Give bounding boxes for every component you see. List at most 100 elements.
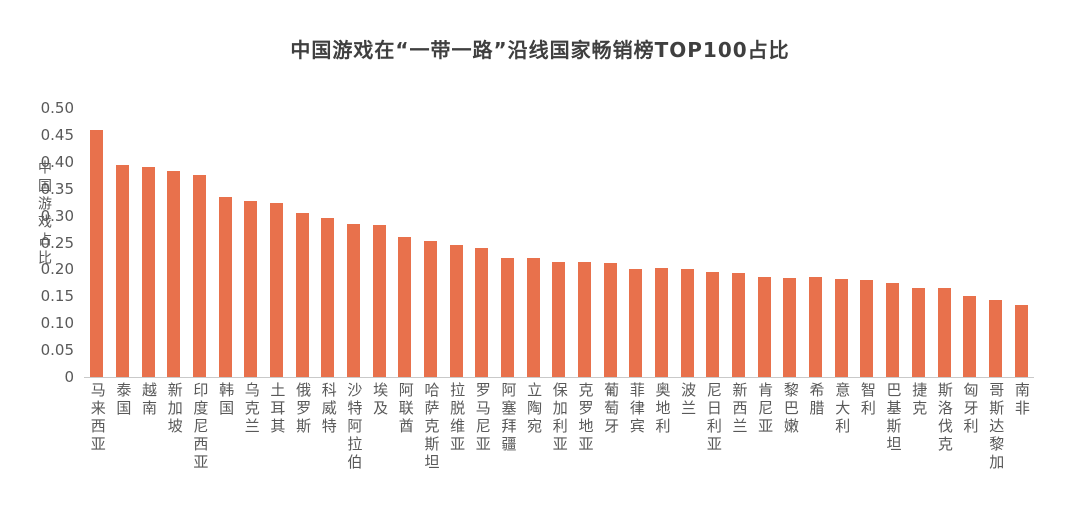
x-label-slot: 泰国 [110,382,136,418]
x-axis-label: 立陶宛 [525,382,544,436]
bar-slot [161,108,187,377]
bar-slot [315,108,341,377]
bar [167,171,181,377]
x-axis-label: 尼日利亚 [704,382,723,454]
y-tick-label: 0.05 [40,341,74,360]
plot-area [84,108,1034,378]
x-axis-label: 韩国 [217,382,236,418]
x-label-slot: 乌克兰 [238,382,264,436]
bar-slot [443,108,469,377]
bars-row [84,108,1034,377]
bar [732,273,746,377]
x-label-slot: 阿塞拜疆 [495,382,521,454]
bar-slot [854,108,880,377]
x-axis-label: 罗马尼亚 [473,382,492,454]
x-label-slot: 越南 [135,382,161,418]
bar-slot [520,108,546,377]
bar-slot [572,108,598,377]
bar-slot [212,108,238,377]
bar [757,277,771,377]
x-axis-label: 克罗地亚 [576,382,595,454]
y-axis-tick-labels: 0 0.05 0.10 0.15 0.20 0.25 0.30 0.35 0.40 0.45 0.5… [0,99,74,386]
x-axis-label: 新加坡 [165,382,184,436]
bar [783,278,797,377]
bar [193,175,207,377]
bar [706,272,720,377]
x-label-slot: 阿联酋 [392,382,418,436]
x-label-slot: 波兰 [674,382,700,418]
bar [552,262,566,377]
bar-slot [931,108,957,377]
y-tick-label: 0 [64,368,74,386]
bar [526,258,540,377]
y-tick-label: 0.20 [40,260,74,279]
bar-slot [700,108,726,377]
bar-slot [674,108,700,377]
x-axis-label: 阿联酋 [396,382,415,436]
x-axis-label: 匈牙利 [961,382,980,436]
x-axis-label: 意大利 [833,382,852,436]
x-axis-label: 乌克兰 [242,382,261,436]
x-axis-label: 俄罗斯 [294,382,313,436]
x-label-slot: 匈牙利 [957,382,983,436]
x-axis-label: 智利 [858,382,877,418]
bar-slot [751,108,777,377]
x-axis-label: 印度尼西亚 [191,382,210,472]
bar-slot [649,108,675,377]
x-label-slot: 南非 [1008,382,1034,418]
x-axis-label: 阿塞拜疆 [499,382,518,454]
bar [141,167,155,377]
x-axis-label: 捷克 [910,382,929,418]
x-axis-label: 埃及 [371,382,390,418]
bar-slot [546,108,572,377]
x-axis-label: 巴基斯坦 [884,382,903,454]
bar-slot [880,108,906,377]
x-label-slot: 菲律宾 [623,382,649,436]
y-tick-label: 0.10 [40,314,74,333]
x-label-slot: 葡萄牙 [597,382,623,436]
bar-slot [366,108,392,377]
bar-slot [495,108,521,377]
bar-slot [983,108,1009,377]
bar [347,223,361,377]
x-axis-labels: 马来西亚 泰国 越南 新加坡 印度尼西亚 韩国 乌克兰 土耳其 俄罗斯 科威特 沙特阿拉伯 埃及 阿联酋… [84,382,1034,472]
bar-slot [392,108,418,377]
bar [218,196,232,377]
x-label-slot: 立陶宛 [520,382,546,436]
bar [988,299,1002,377]
bar [475,247,489,377]
bar-slot [135,108,161,377]
y-tick-label: 0.45 [40,125,74,144]
x-axis-label: 葡萄牙 [602,382,621,436]
x-label-slot: 埃及 [366,382,392,418]
bar-slot [238,108,264,377]
bar-slot [597,108,623,377]
x-axis-label: 哈萨克斯坦 [422,382,441,472]
bar-slot [777,108,803,377]
bar-slot [906,108,932,377]
y-tick-label: 0.35 [40,179,74,198]
bar [90,129,104,377]
x-label-slot: 意大利 [828,382,854,436]
y-axis-title: 中国游戏占比 [36,160,52,268]
bar [449,245,463,377]
bar-slot [726,108,752,377]
bar [295,212,309,377]
bar-slot [418,108,444,377]
x-axis-label: 希腊 [807,382,826,418]
bar [244,200,258,377]
x-axis-label: 越南 [140,382,159,418]
x-label-slot: 俄罗斯 [289,382,315,436]
x-label-slot: 黎巴嫩 [777,382,803,436]
x-label-slot: 科威特 [315,382,341,436]
bar [655,267,669,377]
bar [809,277,823,377]
bar-slot [289,108,315,377]
x-axis-label: 拉脱维亚 [448,382,467,454]
bar [1014,305,1028,377]
x-label-slot: 哈萨克斯坦 [418,382,444,472]
x-label-slot: 智利 [854,382,880,418]
bar [937,288,951,377]
x-axis-label: 科威特 [319,382,338,436]
bar-slot [264,108,290,377]
